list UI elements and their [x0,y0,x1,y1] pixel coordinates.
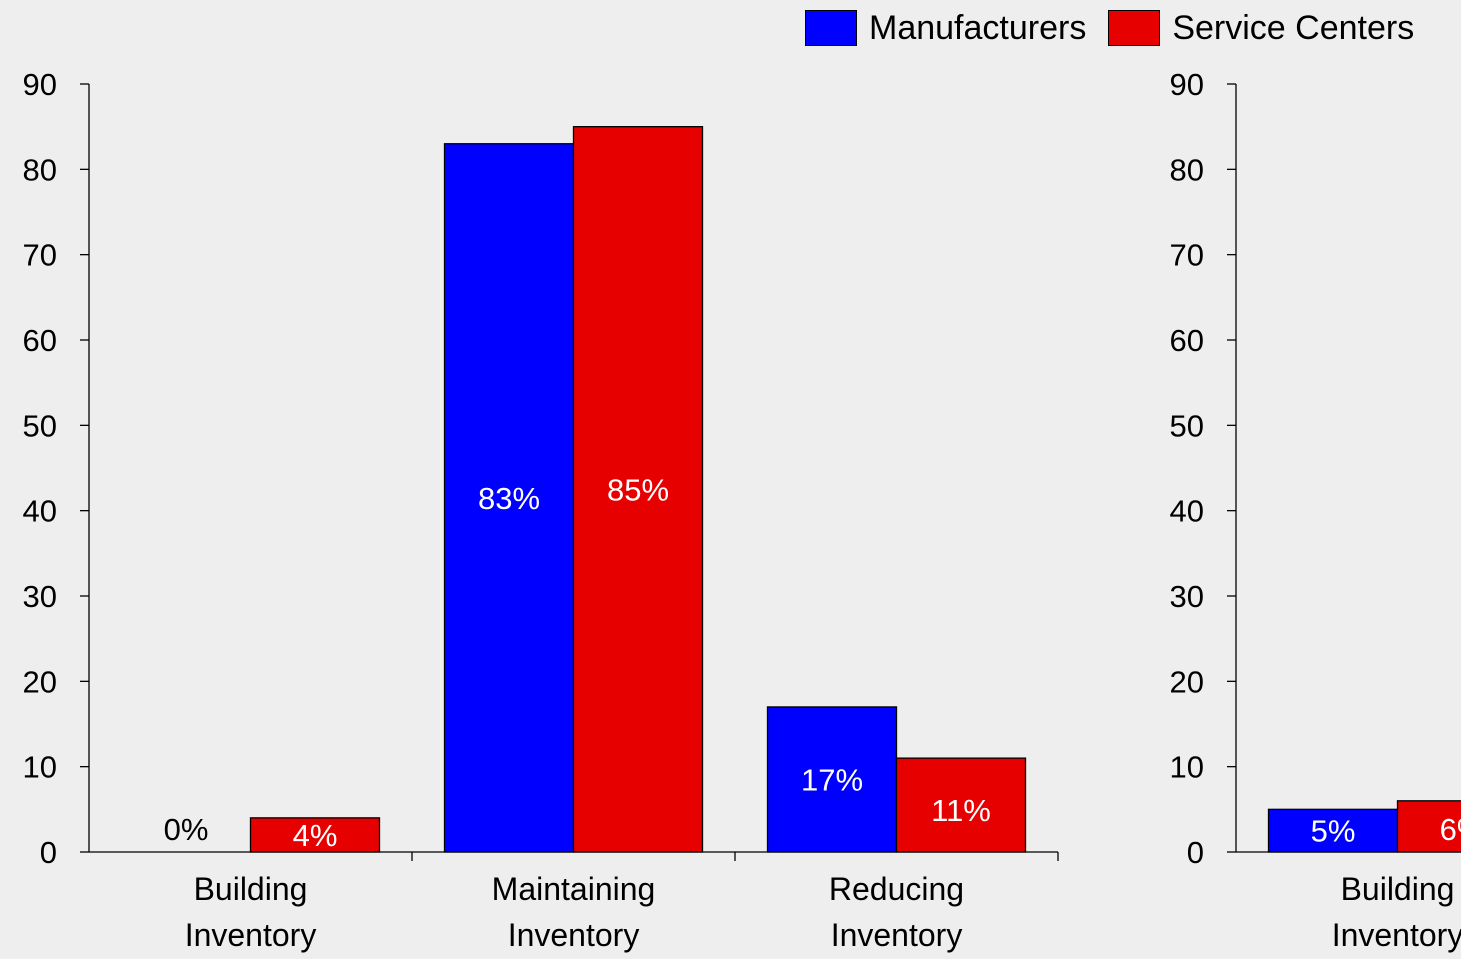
y-tick-label-80: 80 [1170,152,1204,187]
y-tick-label-70: 70 [1170,238,1204,273]
y-tick-label-0: 0 [40,835,57,870]
legend-label-service-centers: Service Centers [1172,9,1414,48]
legend-label-manufacturers: Manufacturers [869,9,1086,48]
y-tick-label-50: 50 [1170,408,1204,443]
data-label-manufacturers-building-inventory: 0% [164,812,209,847]
data-label-manufacturers-building-inventory: 5% [1311,814,1356,849]
legend-swatch-service-centers [1108,10,1160,46]
chart-legend: Manufacturers Service Centers [805,8,1436,48]
data-label-service-centers-maintaining-inventory: 85% [607,472,669,507]
y-tick-label-60: 60 [23,323,57,358]
y-tick-label-20: 20 [23,664,57,699]
data-label-service-centers-reducing-inventory: 11% [931,793,991,828]
y-tick-label-0: 0 [1187,835,1204,870]
y-tick-label-60: 60 [1170,323,1204,358]
y-tick-label-10: 10 [23,750,57,785]
y-tick-label-70: 70 [23,238,57,273]
data-label-manufacturers-maintaining-inventory: 83% [478,481,540,516]
legend-swatch-manufacturers [805,10,857,46]
legend-item-service-centers: Service Centers [1108,9,1414,48]
data-label-service-centers-building-inventory: 6% [1440,812,1461,847]
y-tick-label-30: 30 [23,579,57,614]
y-tick-label-20: 20 [1170,664,1204,699]
y-tick-label-40: 40 [1170,494,1204,529]
y-tick-label-50: 50 [23,408,57,443]
y-tick-label-10: 10 [1170,750,1204,785]
y-tick-label-90: 90 [1170,67,1204,102]
y-tick-label-40: 40 [23,494,57,529]
data-label-manufacturers-reducing-inventory: 17% [801,762,863,797]
y-tick-label-90: 90 [23,67,57,102]
data-label-service-centers-building-inventory: 4% [293,818,338,853]
y-tick-label-80: 80 [23,152,57,187]
legend-item-manufacturers: Manufacturers [805,9,1086,48]
y-tick-label-30: 30 [1170,579,1204,614]
